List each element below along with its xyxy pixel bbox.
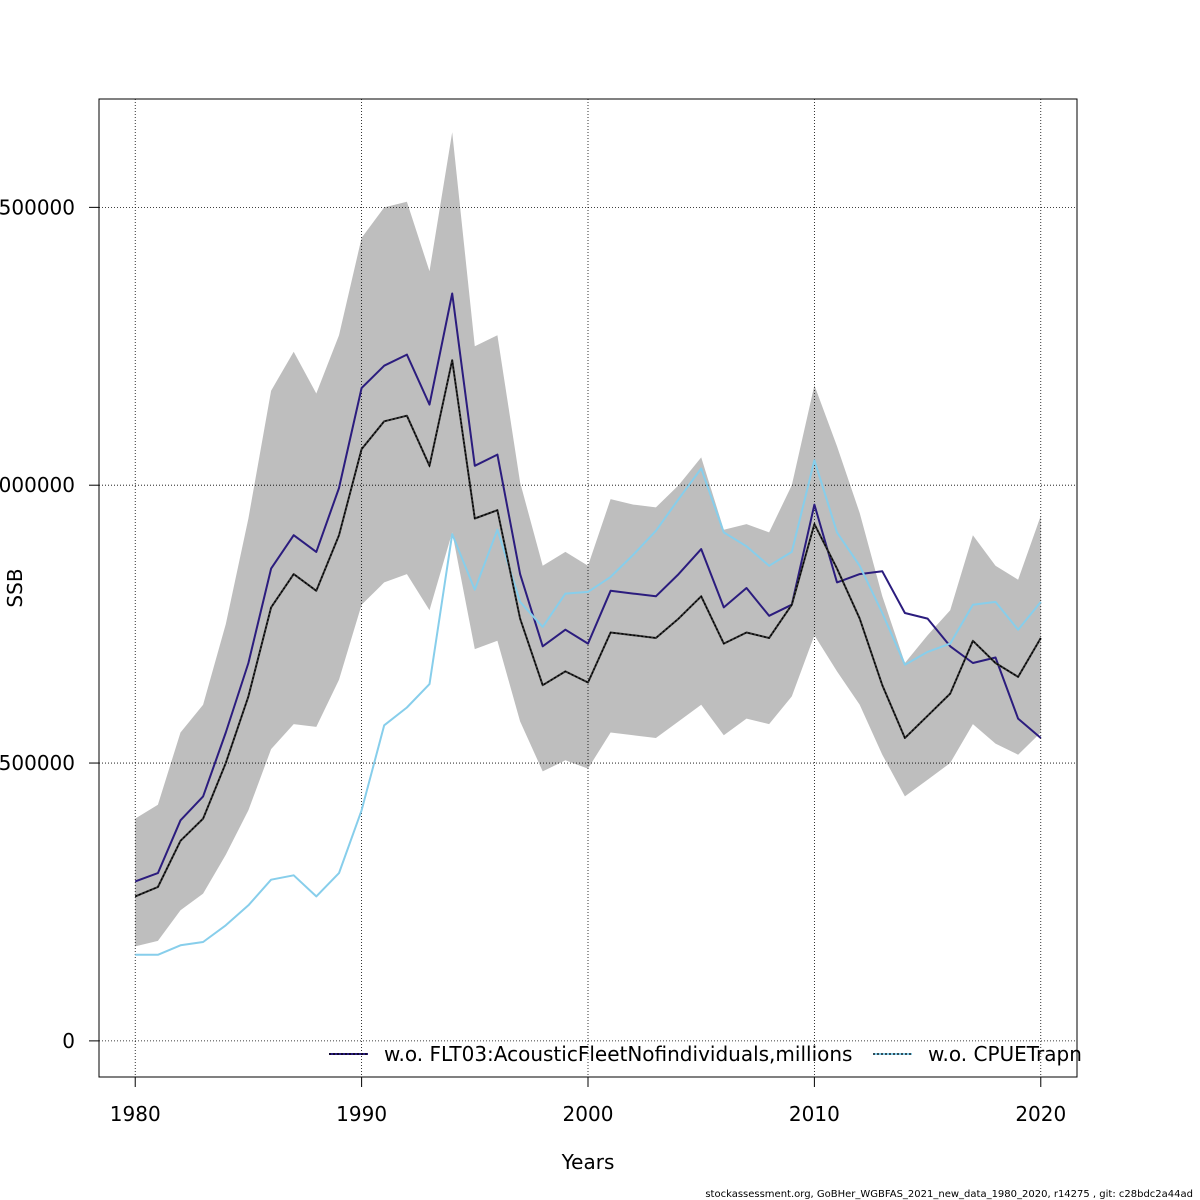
y-tick-label: 1500000 — [0, 195, 75, 219]
x-axis-title: Years — [561, 1150, 615, 1174]
x-tick-label: 2000 — [563, 1102, 614, 1126]
footer-note: stockassessment.org, GoBHer_WGBFAS_2021_… — [705, 1189, 1193, 1200]
base-run-dotted-line — [134, 360, 1042, 898]
y-tick-label: 0 — [62, 1029, 75, 1053]
y-tick-label: 1000000 — [0, 473, 75, 497]
y-tick-label: 500000 — [0, 751, 75, 775]
confidence-band-layer — [135, 132, 1041, 947]
x-tick-label: 2020 — [1015, 1102, 1066, 1126]
legend: w.o. FLT03:AcousticFleetNofindividuals,m… — [329, 1042, 1082, 1066]
x-tick-label: 2010 — [789, 1102, 840, 1126]
legend-label-flt03: w.o. FLT03:AcousticFleetNofindividuals,m… — [384, 1042, 852, 1066]
axes-layer: 1980 1990 2000 2010 2020 0 500000 1000000 150000… — [0, 195, 1066, 1126]
confidence-band — [135, 132, 1041, 947]
series-lines-layer — [134, 292, 1042, 956]
x-tick-label: 1980 — [110, 1102, 161, 1126]
series-line-flt03 — [134, 292, 1042, 883]
series-line-cpuetrapn — [135, 459, 1042, 956]
x-tick-label: 1990 — [336, 1102, 387, 1126]
grid-layer — [99, 99, 1077, 1077]
y-axis-title: SSB — [3, 568, 27, 607]
legend-label-cpuetrapn: w.o. CPUETrapn — [928, 1042, 1082, 1066]
